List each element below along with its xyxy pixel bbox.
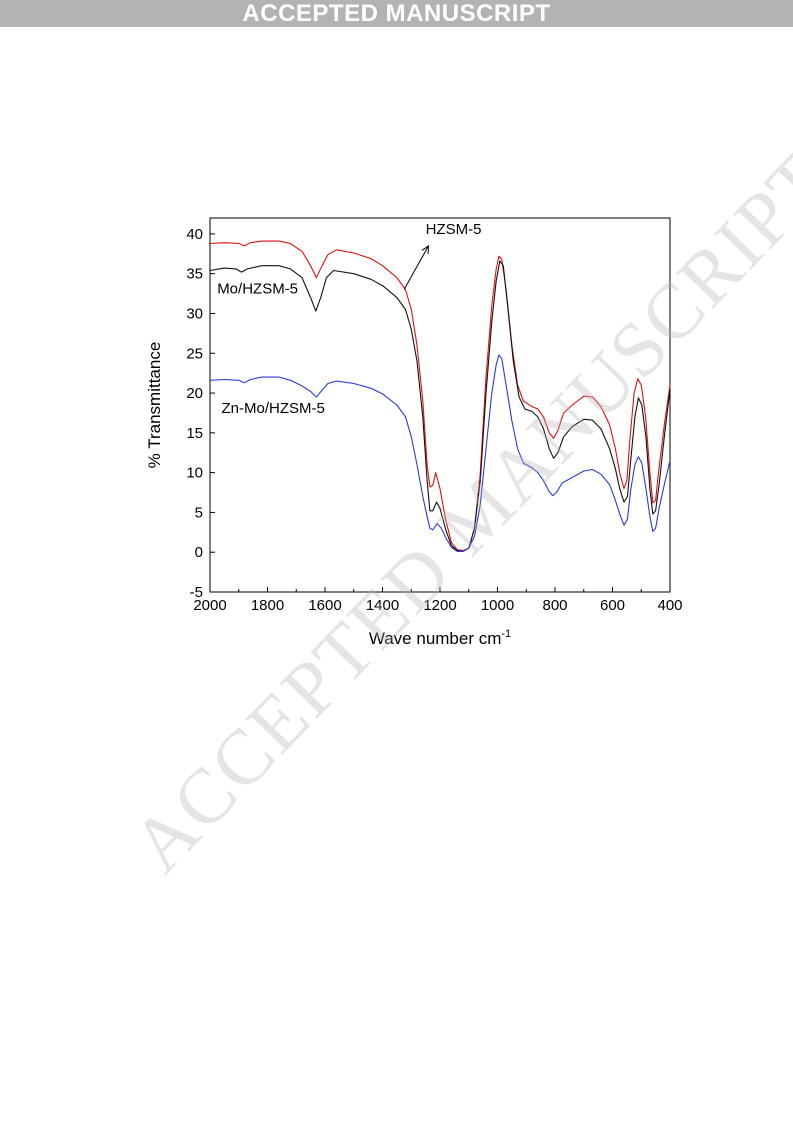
annotation-label: Zn-Mo/HZSM-5 <box>222 400 325 417</box>
y-tick-label: 5 <box>195 504 203 521</box>
hzsm-annotation-arrow <box>403 245 429 290</box>
annotation-label: Mo/HZSM-5 <box>217 281 298 298</box>
annotation-label: HZSM-5 <box>426 221 482 238</box>
y-tick-label: 15 <box>186 425 203 442</box>
x-axis-label: Wave number cm-1 <box>369 628 511 648</box>
series-line-hzsm-5 <box>209 240 671 552</box>
y-tick-label: 40 <box>186 226 203 243</box>
annotations: HZSM-5 Mo/HZSM-5 Zn-Mo/HZSM-5 <box>217 221 481 417</box>
series-line-zn-mo-hzsm-5 <box>209 354 671 552</box>
series-group <box>209 240 671 552</box>
x-axis-label-text: Wave number cm <box>369 629 502 648</box>
y-axis: -5 0 5 10 15 20 25 30 35 40 <box>186 226 215 601</box>
y-axis-label: % Transmittance <box>145 342 164 469</box>
y-tick-label: 30 <box>186 305 203 322</box>
x-tick-label: 600 <box>600 597 625 614</box>
y-tick-label: 35 <box>186 266 203 283</box>
x-tick-label: 800 <box>542 597 567 614</box>
x-tick-label: 400 <box>657 597 682 614</box>
x-tick-label: 2000 <box>193 597 226 614</box>
x-tick-label: 1400 <box>366 597 399 614</box>
x-tick-label: 1800 <box>251 597 284 614</box>
x-axis-label-superscript: -1 <box>501 628 511 640</box>
y-tick-label: 20 <box>186 385 203 402</box>
x-tick-label: 1200 <box>423 597 456 614</box>
x-tick-label: 1000 <box>481 597 514 614</box>
y-tick-label: 25 <box>186 345 203 362</box>
series-line-mo-hzsm-5 <box>209 260 671 552</box>
x-axis: 2000 1800 1600 1400 1200 1000 800 600 400 <box>193 587 683 614</box>
x-tick-label: 1600 <box>308 597 341 614</box>
y-tick-label: 10 <box>186 465 203 482</box>
y-tick-label: -5 <box>190 584 203 601</box>
y-tick-label: 0 <box>195 544 203 561</box>
accepted-manuscript-banner: ACCEPTED MANUSCRIPT <box>0 0 793 27</box>
hzsm-annotation-arrowhead <box>421 244 430 254</box>
